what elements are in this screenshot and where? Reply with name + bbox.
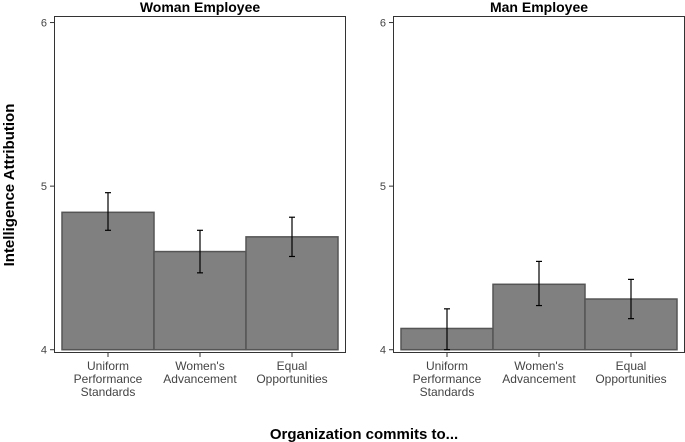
y-tick-label: 5 [380, 181, 386, 193]
x-tick-label: Women's Advancement [502, 359, 576, 386]
x-tick-label: Women's Advancement [163, 359, 237, 386]
x-tick-label: Equal Opportunities [595, 359, 666, 386]
x-tick-label: Uniform Performance Standards [413, 359, 482, 399]
panel-2: Man Employee 4 5 6 Uniform Performance Standar… [380, 0, 685, 399]
y-tick-label: 4 [41, 345, 47, 357]
x-tick-label: Uniform Performance Standards [74, 359, 143, 399]
x-axis-label: Organization commits to... [270, 426, 458, 442]
panel-title: Man Employee [490, 0, 588, 15]
y-tick-label: 5 [41, 181, 47, 193]
y-axis-label: Intelligence Attribution [1, 104, 18, 267]
bar [61, 211, 155, 351]
chart-panels: Woman Employee 4 5 6 Uniform Performance Stand… [41, 0, 685, 399]
panel-1: Woman Employee 4 5 6 Uniform Performance Stand… [41, 0, 346, 399]
y-tick-label: 4 [380, 345, 386, 357]
x-tick-label: Equal Opportunities [256, 359, 327, 386]
y-tick-label: 6 [41, 18, 47, 30]
y-tick-label: 6 [380, 18, 386, 30]
panel-title: Woman Employee [140, 0, 261, 15]
